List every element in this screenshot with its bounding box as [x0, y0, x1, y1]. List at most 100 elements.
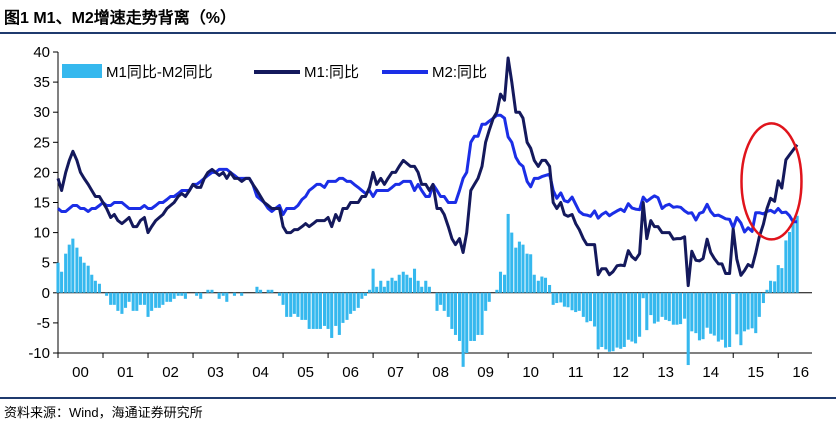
- diff-bar: [548, 284, 552, 293]
- diff-bar: [784, 240, 788, 293]
- diff-bar: [142, 292, 146, 305]
- diff-bar: [551, 292, 555, 305]
- diff-bar: [476, 292, 480, 335]
- diff-bar: [446, 292, 450, 317]
- diff-bar: [664, 292, 668, 320]
- diff-bar: [540, 276, 544, 293]
- diff-bar: [776, 265, 780, 293]
- diff-bar: [634, 292, 638, 344]
- x-tick-label: 03: [207, 364, 224, 381]
- diff-bar: [626, 292, 630, 340]
- series-lines: [56, 56, 799, 288]
- diff-bar: [577, 292, 581, 311]
- diff-bar: [307, 292, 311, 329]
- legend-label-m2: M2:同比: [432, 64, 487, 81]
- diff-bar: [769, 280, 773, 293]
- diff-bar: [716, 292, 720, 342]
- diff-bar: [780, 268, 784, 293]
- diff-bar: [728, 292, 732, 347]
- diff-bar: [697, 292, 702, 341]
- diff-bar: [337, 292, 341, 335]
- diff-bars: [56, 213, 799, 367]
- diff-bar: [172, 292, 176, 299]
- diff-bar: [289, 292, 293, 317]
- diff-bar: [503, 274, 507, 293]
- highlight-ellipse: [740, 122, 803, 241]
- diff-bar: [375, 286, 379, 293]
- diff-bar: [424, 280, 428, 293]
- diff-bar: [652, 292, 656, 324]
- diff-bar: [532, 274, 536, 293]
- y-tick-label: 15: [33, 195, 50, 212]
- diff-bar: [469, 292, 473, 341]
- diff-bar: [150, 292, 154, 311]
- diff-bar: [382, 286, 386, 293]
- diff-bar: [120, 292, 124, 314]
- diff-bar: [596, 292, 600, 350]
- diff-bar: [367, 289, 372, 293]
- y-tick-label: 20: [33, 164, 50, 181]
- diff-bar: [750, 292, 754, 329]
- diff-bar: [64, 253, 68, 293]
- x-tick-label: 09: [477, 364, 494, 381]
- diff-bar: [705, 292, 709, 328]
- diff-bar: [649, 292, 653, 316]
- x-tick-label: 14: [702, 364, 719, 381]
- diff-bar: [517, 241, 521, 293]
- diff-bar: [349, 292, 353, 314]
- diff-bar: [341, 292, 345, 323]
- diff-bar: [562, 292, 566, 307]
- diff-bar: [480, 292, 484, 335]
- diff-bar: [593, 292, 597, 327]
- diff-bar: [123, 292, 128, 308]
- diff-bar: [322, 292, 327, 326]
- diff-bar: [127, 292, 131, 302]
- y-tick-label: 40: [33, 44, 50, 61]
- diff-bar: [791, 221, 795, 293]
- diff-bar: [330, 292, 334, 338]
- diff-bar: [453, 292, 458, 335]
- diff-bar: [619, 292, 623, 349]
- diff-bar: [683, 292, 687, 319]
- diff-bar: [225, 292, 229, 302]
- legend-label-m1: M1:同比: [304, 64, 359, 81]
- diff-bar: [498, 271, 503, 293]
- annotations: [740, 122, 803, 241]
- diff-bar: [206, 289, 210, 293]
- diff-bar: [787, 231, 792, 293]
- diff-bar: [585, 292, 589, 323]
- diff-bar: [296, 292, 300, 317]
- diff-bar: [694, 292, 698, 334]
- diff-bar: [255, 286, 259, 293]
- diff-bar: [442, 292, 446, 311]
- diff-bar: [363, 292, 367, 296]
- diff-bar: [671, 292, 675, 325]
- diff-bar: [645, 292, 649, 331]
- diff-bar: [622, 292, 626, 347]
- diff-bar: [465, 292, 469, 353]
- diff-bar: [311, 292, 315, 329]
- diff-bar: [690, 292, 694, 332]
- diff-bar: [180, 292, 184, 296]
- diff-bar: [506, 213, 510, 293]
- source-note: 资料来源：Wind，海通证券研究所: [4, 405, 203, 420]
- diff-bar: [165, 292, 169, 302]
- diff-bar: [536, 280, 540, 293]
- diff-bar: [232, 292, 236, 296]
- diff-bar: [795, 215, 799, 293]
- diff-bar: [600, 292, 604, 347]
- y-tick-label: -10: [28, 345, 50, 362]
- diff-bar: [93, 280, 97, 293]
- diff-bar: [146, 292, 150, 317]
- x-tick-label: 02: [162, 364, 179, 381]
- legend-swatch-diff: [62, 64, 102, 78]
- m2-line: [57, 113, 798, 234]
- legend-label-diff: M1同比-M2同比: [106, 64, 213, 81]
- diff-bar: [379, 280, 383, 293]
- diff-bar: [304, 292, 308, 320]
- diff-bar: [195, 292, 199, 296]
- diff-bar: [611, 292, 615, 352]
- diff-bar: [574, 292, 578, 313]
- diff-bar: [514, 247, 518, 293]
